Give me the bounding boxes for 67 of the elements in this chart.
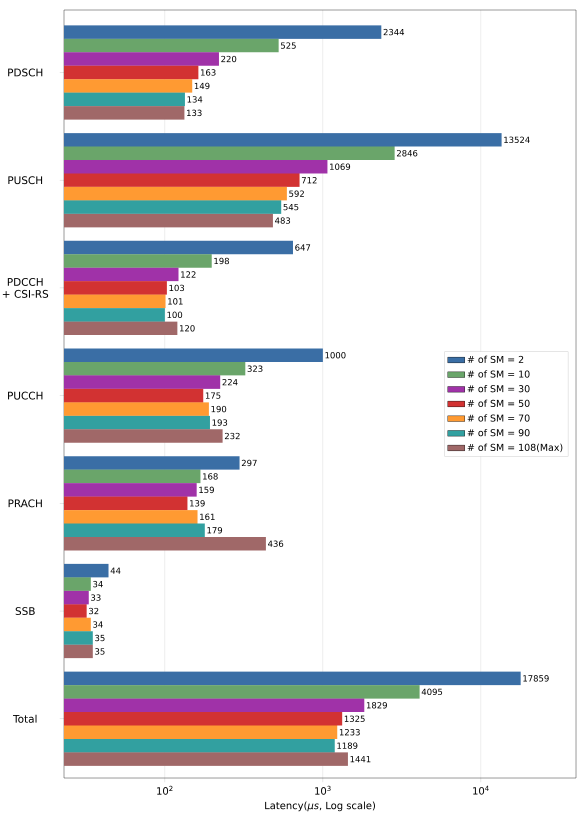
data-label: 163 bbox=[201, 69, 216, 76]
data-label: 35 bbox=[95, 648, 105, 655]
data-label: 483 bbox=[275, 217, 290, 224]
data-label: 1000 bbox=[326, 352, 346, 358]
data-label: 198 bbox=[214, 258, 229, 264]
data-label: 525 bbox=[281, 42, 296, 49]
y-tick-label: PUSCH bbox=[8, 176, 42, 184]
data-label: 17859 bbox=[523, 675, 549, 682]
data-label: 190 bbox=[212, 406, 226, 412]
data-label: 193 bbox=[212, 419, 228, 426]
data-label: 4095 bbox=[422, 688, 442, 696]
data-label: 44 bbox=[110, 568, 121, 574]
legend-label: # of SM = 90 bbox=[468, 428, 530, 436]
y-tick-label: PDSCH bbox=[8, 68, 42, 76]
data-label: 2344 bbox=[384, 28, 404, 36]
legend-label: # of SM = 50 bbox=[468, 400, 530, 407]
data-label: 103 bbox=[170, 284, 184, 292]
data-label: 647 bbox=[295, 244, 310, 251]
data-label: 33 bbox=[91, 594, 101, 601]
data-label: 2846 bbox=[396, 150, 418, 156]
data-label: 133 bbox=[187, 110, 202, 116]
y-tick-label: PRACH bbox=[8, 499, 42, 508]
data-label: 1069 bbox=[330, 164, 350, 170]
data-label: 297 bbox=[242, 460, 257, 466]
y-tick-label: Total bbox=[12, 714, 36, 723]
data-label: 545 bbox=[284, 204, 298, 210]
data-label: 592 bbox=[289, 190, 304, 197]
data-label: 232 bbox=[224, 432, 240, 440]
data-label: 34 bbox=[93, 580, 103, 588]
data-label: 436 bbox=[268, 540, 284, 547]
y-tick-label: SSB bbox=[16, 607, 35, 615]
data-label: 1189 bbox=[337, 742, 358, 749]
data-label: 1829 bbox=[366, 702, 387, 709]
legend-label: # of SM = 10 bbox=[468, 370, 530, 378]
data-label: 134 bbox=[188, 96, 202, 103]
data-label: 220 bbox=[221, 56, 236, 62]
y-tick-label: PDCCH + CSI-RS bbox=[2, 278, 48, 298]
data-label: 120 bbox=[180, 325, 195, 332]
legend-label: # of SM = 70 bbox=[468, 414, 530, 422]
data-label: 161 bbox=[200, 514, 215, 520]
data-label: 159 bbox=[199, 486, 214, 494]
y-tick-label: PUCCH bbox=[8, 392, 42, 400]
data-label: 149 bbox=[194, 82, 210, 90]
legend-label: # of SM = 108(Max) bbox=[468, 444, 562, 452]
x-axis-title: Latency(μs, Log scale) bbox=[265, 802, 375, 812]
data-label: 323 bbox=[248, 365, 262, 372]
data-label: 179 bbox=[207, 527, 222, 534]
data-label: 32 bbox=[88, 608, 98, 614]
data-label: 1441 bbox=[350, 756, 370, 762]
legend-label: # of SM = 2 bbox=[468, 356, 524, 363]
data-label: 35 bbox=[95, 634, 105, 642]
data-label: 34 bbox=[93, 621, 103, 628]
x-tick-label: 10$^{3}$ bbox=[315, 786, 331, 795]
data-label: 168 bbox=[203, 473, 218, 480]
legend-label: # of SM = 30 bbox=[468, 384, 530, 392]
x-tick-label: 10$^{4}$ bbox=[473, 786, 489, 795]
data-label: 1233 bbox=[340, 729, 360, 736]
data-label: 175 bbox=[206, 392, 220, 399]
data-label: 139 bbox=[190, 500, 205, 507]
data-label: 1325 bbox=[344, 716, 365, 722]
data-label: 122 bbox=[181, 271, 196, 278]
data-label: 224 bbox=[222, 379, 238, 386]
data-label: 712 bbox=[302, 177, 317, 184]
data-label: 13524 bbox=[504, 136, 530, 144]
data-label: 101 bbox=[168, 298, 183, 305]
data-label: 100 bbox=[167, 312, 182, 318]
x-tick-label: 10$^{2}$ bbox=[157, 786, 172, 795]
